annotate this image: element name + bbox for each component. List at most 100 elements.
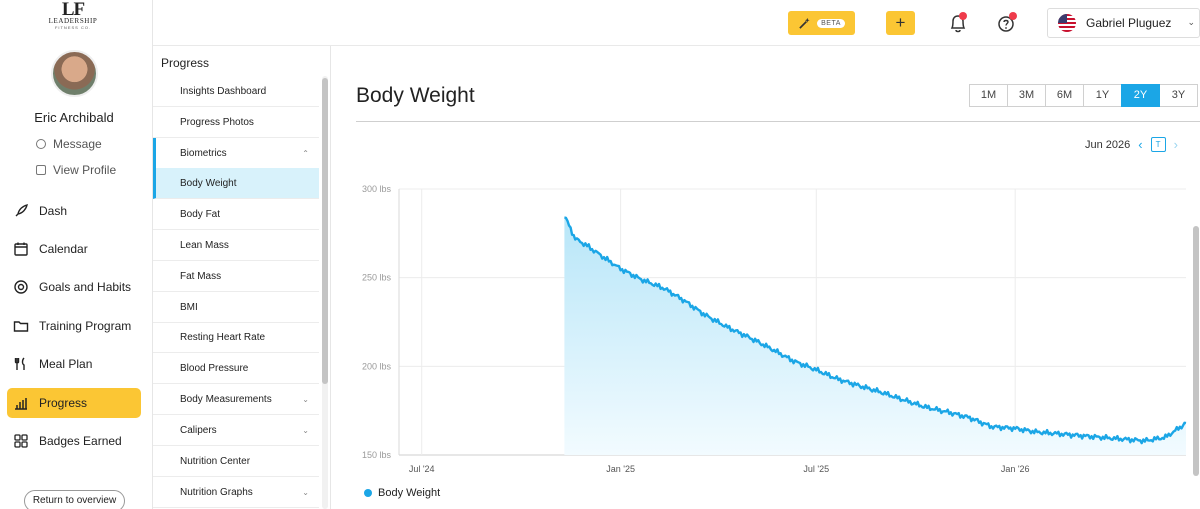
submenu-item-label: BMI <box>180 301 198 313</box>
submenu-item-calipers[interactable]: Calipers ⌄ <box>153 415 319 446</box>
view-profile-link[interactable]: View Profile <box>36 163 116 177</box>
y-tick-label: 250 lbs <box>362 273 392 283</box>
submenu-item-blood-pressure[interactable]: Blood Pressure <box>153 353 319 384</box>
submenu-item-progress-photos[interactable]: Progress Photos <box>153 107 319 138</box>
submenu-item-label: Lean Mass <box>180 239 229 251</box>
user-menu[interactable]: Gabriel Pluguez ⌄ <box>1047 8 1200 38</box>
nav-item-calendar[interactable]: Calendar <box>7 234 141 264</box>
x-tick-label: Jan '25 <box>606 464 635 474</box>
submenu-item-label: Insights Dashboard <box>180 85 267 97</box>
main-content: Body Weight 1M 3M 6M 1Y 2Y 3Y Jun 2026 ‹… <box>331 46 1200 509</box>
ai-beta-button[interactable]: BETA <box>788 11 855 35</box>
date-navigator: Jun 2026 ‹ T › <box>1085 137 1178 152</box>
profile-icon <box>36 165 46 175</box>
submenu-item-label: Calipers <box>180 424 217 436</box>
logo-sub: FITNESS CO. <box>54 25 92 30</box>
submenu-item-resting-heart-rate[interactable]: Resting Heart Rate <box>153 322 319 353</box>
range-2y-button[interactable]: 2Y <box>1121 84 1160 107</box>
help-button[interactable] <box>997 12 1017 34</box>
submenu-item-bmi[interactable]: BMI <box>153 292 319 323</box>
chart-grid <box>398 188 1186 456</box>
y-tick-label: 150 lbs <box>362 450 392 460</box>
message-label: Message <box>53 137 102 151</box>
submenu-item-label: Nutrition Graphs <box>180 486 253 498</box>
chevron-right-icon[interactable]: › <box>1173 137 1178 152</box>
range-selector: 1M 3M 6M 1Y 2Y 3Y <box>969 84 1198 107</box>
submenu-item-body-weight[interactable]: Body Weight <box>153 168 319 199</box>
client-name: Eric Archibald <box>34 110 114 125</box>
chart-legend[interactable]: Body Weight <box>364 487 440 499</box>
submenu-item-biometrics[interactable]: Biometrics ⌃ <box>153 138 319 169</box>
submenu-item-label: Blood Pressure <box>180 362 249 374</box>
chevron-left-icon[interactable]: ‹ <box>1138 137 1143 152</box>
body-weight-chart: 150 lbs 200 lbs 250 lbs 300 lbs Jul '24 Jan … <box>362 184 1187 474</box>
nav-label: Training Program <box>39 319 132 333</box>
bell-icon <box>950 15 966 33</box>
chevron-down-icon: ⌄ <box>1187 17 1195 27</box>
message-icon <box>36 139 46 149</box>
view-profile-label: View Profile <box>53 163 117 177</box>
nav-item-dash[interactable]: Dash <box>7 196 141 226</box>
submenu-item-label: Fat Mass <box>180 270 222 282</box>
submenu-title: Progress <box>161 56 210 70</box>
chevron-up-icon: ⌃ <box>302 149 309 158</box>
submenu-item-insights[interactable]: Insights Dashboard <box>153 76 319 107</box>
x-tick-label: Jul '25 <box>803 464 829 474</box>
x-axis-ticks: Jul '24 Jan '25 Jul '25 Jan '26 <box>409 464 1030 474</box>
submenu-item-fat-mass[interactable]: Fat Mass <box>153 261 319 292</box>
progress-submenu: Progress Insights Dashboard Progress Pho… <box>153 46 331 509</box>
add-button[interactable]: + <box>886 11 915 35</box>
submenu-item-label: Biometrics <box>180 147 227 159</box>
legend-label: Body Weight <box>378 487 441 499</box>
user-flag-avatar <box>1058 14 1076 32</box>
range-3m-button[interactable]: 3M <box>1007 84 1046 107</box>
title-divider <box>356 121 1200 122</box>
range-3y-button[interactable]: 3Y <box>1159 84 1198 107</box>
utensils-icon <box>14 357 25 370</box>
submenu-item-label: Body Fat <box>180 208 221 220</box>
submenu-item-label: Nutrition Center <box>180 455 251 467</box>
legend-swatch <box>364 489 372 497</box>
submenu-scrollbar-thumb[interactable] <box>322 78 328 384</box>
submenu-item-lean-mass[interactable]: Lean Mass <box>153 230 319 261</box>
nav-item-meal-plan[interactable]: Meal Plan <box>7 349 141 379</box>
submenu-item-label: Resting Heart Rate <box>180 331 266 343</box>
range-1m-button[interactable]: 1M <box>969 84 1008 107</box>
return-to-overview-button[interactable]: Return to overview <box>24 490 125 509</box>
message-link[interactable]: Message <box>36 137 102 151</box>
submenu-item-nutrition-center[interactable]: Nutrition Center <box>153 446 319 477</box>
brand-logo[interactable]: LF LEADERSHIP FITNESS CO. <box>38 0 108 32</box>
y-tick-label: 200 lbs <box>362 361 392 371</box>
nav-item-training[interactable]: Training Program <box>7 311 141 341</box>
logo-word: LEADERSHIP <box>48 17 98 25</box>
nav-label: Meal Plan <box>39 357 93 371</box>
range-1y-button[interactable]: 1Y <box>1083 84 1122 107</box>
submenu-item-nutrition-graphs[interactable]: Nutrition Graphs ⌄ <box>153 477 319 508</box>
submenu-item-label: Body Weight <box>180 177 237 189</box>
client-avatar <box>51 50 98 97</box>
today-button[interactable]: T <box>1150 137 1166 152</box>
top-bar: BETA + Gabriel Pluguez ⌄ <box>153 0 1200 46</box>
nav-item-goals[interactable]: Goals and Habits <box>7 272 141 302</box>
page-title: Body Weight <box>356 84 475 107</box>
help-dot <box>1009 12 1017 20</box>
goals-icon <box>14 280 28 294</box>
chevron-down-icon: ⌄ <box>302 488 309 497</box>
range-6m-button[interactable]: 6M <box>1045 84 1084 107</box>
beta-badge: BETA <box>817 18 845 28</box>
nav-label: Dash <box>39 204 68 218</box>
nav-item-progress[interactable]: Progress <box>7 388 141 418</box>
submenu-item-label: Progress Photos <box>180 116 254 128</box>
nav-label: Progress <box>39 396 88 410</box>
progress-icon <box>15 398 27 410</box>
notifications-button[interactable] <box>948 12 968 34</box>
main-scrollbar-thumb[interactable] <box>1193 226 1199 476</box>
notification-dot <box>959 12 967 20</box>
nav-label: Badges Earned <box>39 434 122 448</box>
nav-item-badges[interactable]: Badges Earned <box>7 426 141 456</box>
current-period: Jun 2026 <box>1085 138 1131 151</box>
submenu-item-body-fat[interactable]: Body Fat <box>153 199 319 230</box>
chevron-down-icon: ⌄ <box>302 395 309 404</box>
submenu-item-body-measurements[interactable]: Body Measurements ⌄ <box>153 384 319 415</box>
